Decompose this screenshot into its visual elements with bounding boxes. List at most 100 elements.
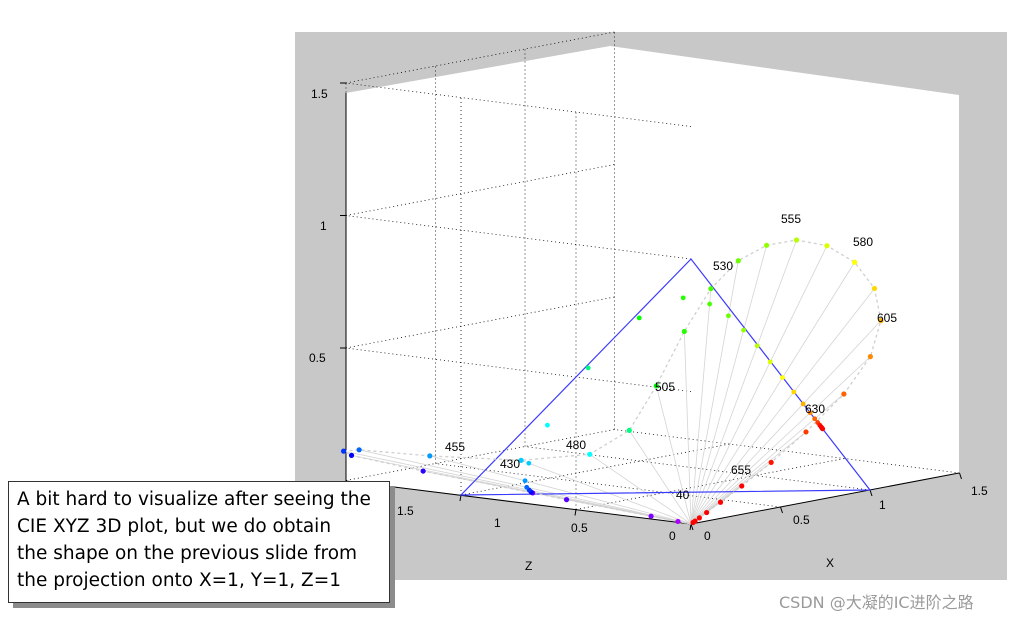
locus-point-680 — [696, 515, 702, 521]
locus-point-650 — [739, 483, 745, 489]
projected-point-700 — [820, 426, 826, 432]
wl-label-655: 655 — [731, 463, 751, 477]
locus-point-460 — [356, 447, 362, 453]
tick-x-1.5 — [959, 472, 962, 480]
wl-label-430: 430 — [500, 457, 520, 471]
projection-line-470 — [429, 455, 692, 525]
spectral-locus-points — [340, 237, 884, 526]
projection-line-600 — [690, 320, 882, 525]
projection-line-590 — [690, 288, 875, 525]
projected-point-580 — [780, 375, 785, 381]
projection-line-580 — [690, 262, 855, 525]
projection-line-510 — [655, 385, 692, 525]
locus-point-470 — [427, 453, 433, 459]
tick-labels: 1.5 1 0.5 0 0.5 1 1.5 1.5 1 0.5 0 X Z — [309, 87, 988, 573]
projection-line-550 — [690, 245, 767, 525]
locus-point-570 — [824, 243, 830, 249]
tick-label-x-1-5: 1.5 — [971, 484, 988, 498]
locus-point-500 — [626, 427, 632, 433]
tick-z-0 — [689, 523, 692, 531]
annotation-callout: A bit hard to visualize after seeing the… — [8, 481, 390, 603]
projection-line-480 — [520, 459, 692, 525]
wl-label-630: 630 — [805, 402, 825, 416]
projected-point-590 — [791, 389, 797, 395]
watermark-text: CSDN @大凝的IC进阶之路 — [779, 593, 974, 612]
locus-point-480 — [518, 457, 524, 463]
tick-label-vertical-0-5: 0.5 — [309, 351, 326, 365]
projection-line-610 — [690, 356, 871, 525]
locus-point-450 — [340, 448, 347, 454]
wl-label-40: 40 — [676, 488, 690, 502]
projected-point-560 — [754, 343, 760, 349]
locus-point-440 — [348, 452, 355, 458]
z-axis-label: Z — [525, 559, 532, 573]
tick-label-z-0: 0 — [669, 529, 676, 543]
projected-point-510 — [636, 315, 642, 321]
locus-point-530 — [708, 286, 714, 292]
grid-back-y-1.5 — [345, 31, 615, 84]
locus-point-580 — [852, 259, 858, 265]
projected-chromaticity-points — [522, 295, 826, 496]
projection-line-620 — [690, 393, 845, 525]
wl-label-530: 530 — [713, 259, 733, 273]
tick-label-z-0-5: 0.5 — [571, 521, 588, 535]
projected-point-460 — [524, 484, 530, 490]
projection-line-450 — [343, 450, 692, 525]
x-axis-line — [690, 472, 960, 525]
projected-point-610 — [807, 410, 813, 416]
projected-point-490 — [544, 422, 550, 428]
locus-point-640 — [768, 459, 774, 465]
wl-label-480: 480 — [566, 438, 586, 452]
projected-point-530 — [707, 301, 713, 307]
tick-label-z-1: 1 — [494, 516, 501, 530]
wl-label-505: 505 — [655, 380, 675, 394]
wavelength-labels: 455 430 480 505 530 555 580 605 630 655 … — [445, 212, 897, 502]
locus-point-400 — [675, 518, 681, 525]
projection-line-570 — [690, 245, 828, 525]
locus-point-660 — [717, 499, 724, 505]
wl-label-455: 455 — [445, 440, 465, 454]
locus-point-560 — [793, 237, 800, 243]
tick-label-x-0: 0 — [704, 529, 711, 543]
axes-background — [346, 46, 959, 524]
locus-point-600 — [878, 318, 884, 324]
tick-x-0.5 — [780, 506, 783, 514]
tick-label-vertical-1: 1 — [320, 219, 327, 233]
locus-point-590 — [871, 285, 878, 292]
wl-label-580: 580 — [853, 235, 873, 249]
projected-point-570 — [767, 359, 773, 365]
locus-point-510 — [653, 383, 659, 389]
z-axis-line — [345, 480, 692, 525]
grid-floor-z-1.5 — [345, 429, 615, 481]
tick-label-vertical-1-5: 1.5 — [311, 87, 328, 101]
tick-label-x-1: 1 — [879, 498, 886, 512]
locus-point-410 — [648, 513, 654, 519]
unit-plane-triangle — [459, 258, 872, 496]
locus-point-540 — [735, 258, 741, 264]
locus-point-700 — [690, 519, 696, 526]
projection-line-560 — [690, 239, 797, 525]
x-axis-label: X — [826, 556, 834, 570]
callout-line-3: the shape on the previous slide from — [17, 543, 358, 564]
callout-line-1: A bit hard to visualize after seeing the — [17, 489, 371, 510]
wl-label-605: 605 — [877, 311, 897, 325]
projection-line-630 — [690, 431, 807, 525]
projection-line-530 — [690, 288, 712, 525]
locus-point-550 — [763, 242, 770, 248]
tick-z-1 — [459, 494, 462, 502]
tick-x-1 — [869, 489, 873, 497]
locus-point-610 — [867, 354, 873, 360]
projected-point-620 — [812, 416, 818, 422]
grid-back-y-0.5 — [345, 296, 615, 349]
projection-line-490 — [589, 453, 692, 525]
locus-point-620 — [841, 391, 847, 397]
locus-point-430 — [420, 468, 426, 474]
projected-point-520 — [680, 295, 686, 301]
projected-point-600 — [800, 401, 806, 407]
projected-point-540 — [726, 313, 731, 319]
projected-point-550 — [741, 327, 746, 333]
projected-point-480 — [526, 460, 532, 466]
locus-point-520 — [681, 328, 687, 335]
tick-label-z-1-5: 1.5 — [397, 504, 414, 518]
